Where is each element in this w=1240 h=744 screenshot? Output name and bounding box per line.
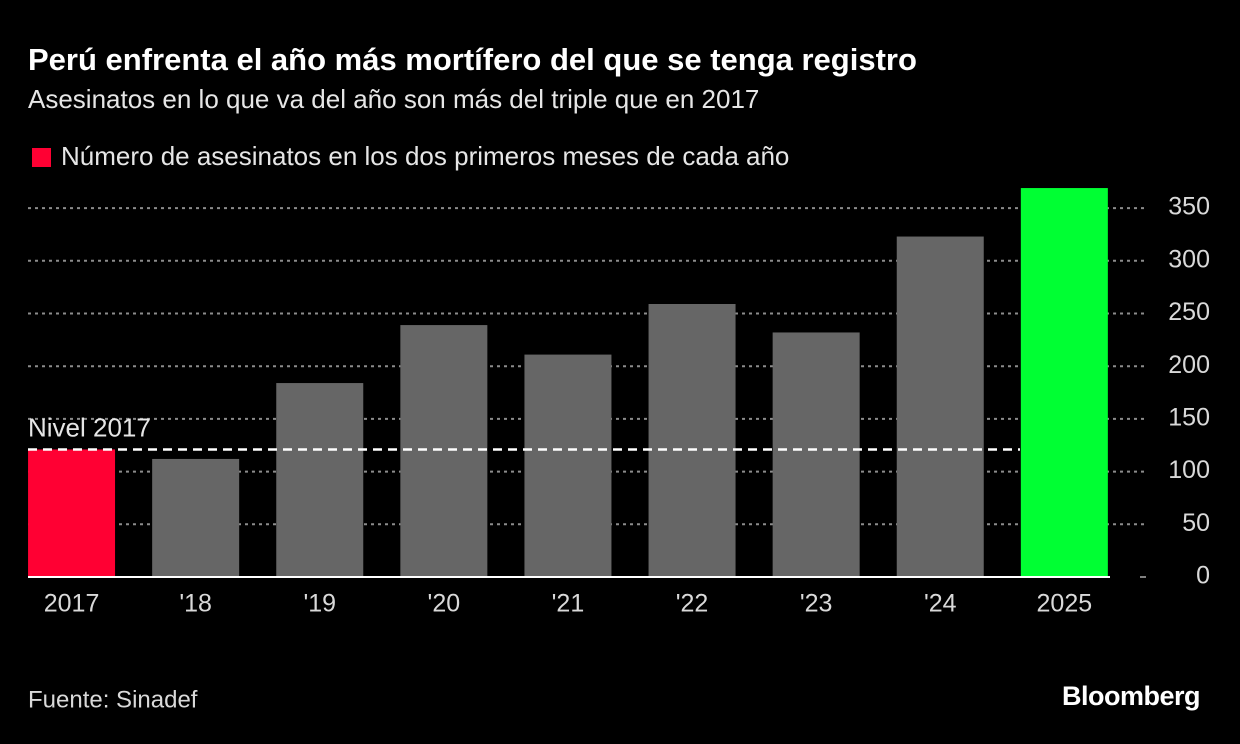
bar bbox=[28, 449, 116, 577]
chart-subtitle: Asesinatos en lo que va del año son más … bbox=[28, 84, 759, 114]
brand-logo: Bloomberg bbox=[1062, 681, 1200, 711]
chart-title: Perú enfrenta el año más mortífero del q… bbox=[28, 42, 917, 77]
x-tick-label: '18 bbox=[179, 590, 212, 618]
legend-swatch bbox=[32, 148, 51, 167]
bar bbox=[400, 325, 488, 577]
y-tick-label: 250 bbox=[1168, 298, 1210, 326]
x-tick-label: '24 bbox=[924, 590, 957, 618]
source: Fuente: Sinadef bbox=[28, 686, 198, 713]
x-tick-label: '23 bbox=[800, 590, 833, 618]
y-tick-label: 300 bbox=[1168, 245, 1210, 273]
bar bbox=[1020, 188, 1108, 577]
bar bbox=[772, 332, 860, 577]
x-tick-label: '20 bbox=[428, 590, 461, 618]
y-tick-label: 0 bbox=[1196, 562, 1210, 590]
x-tick-label: '21 bbox=[552, 590, 585, 618]
x-tick-label: '19 bbox=[303, 590, 336, 618]
y-tick-label: 200 bbox=[1168, 351, 1210, 379]
bar bbox=[648, 304, 736, 577]
bar bbox=[152, 458, 240, 577]
bar bbox=[276, 383, 364, 577]
x-tick-label: '22 bbox=[676, 590, 709, 618]
y-tick-label: 350 bbox=[1168, 193, 1210, 221]
reference-label: Nivel 2017 bbox=[28, 412, 151, 442]
y-tick-label: 50 bbox=[1182, 509, 1210, 537]
y-tick-label: 100 bbox=[1168, 456, 1210, 484]
y-tick-label: 150 bbox=[1168, 404, 1210, 432]
legend-label: Número de asesinatos en los dos primeros… bbox=[61, 141, 789, 171]
bar bbox=[896, 236, 984, 578]
x-tick-label: 2025 bbox=[1037, 590, 1093, 618]
x-tick-label: 2017 bbox=[44, 590, 100, 618]
bar bbox=[524, 354, 612, 577]
